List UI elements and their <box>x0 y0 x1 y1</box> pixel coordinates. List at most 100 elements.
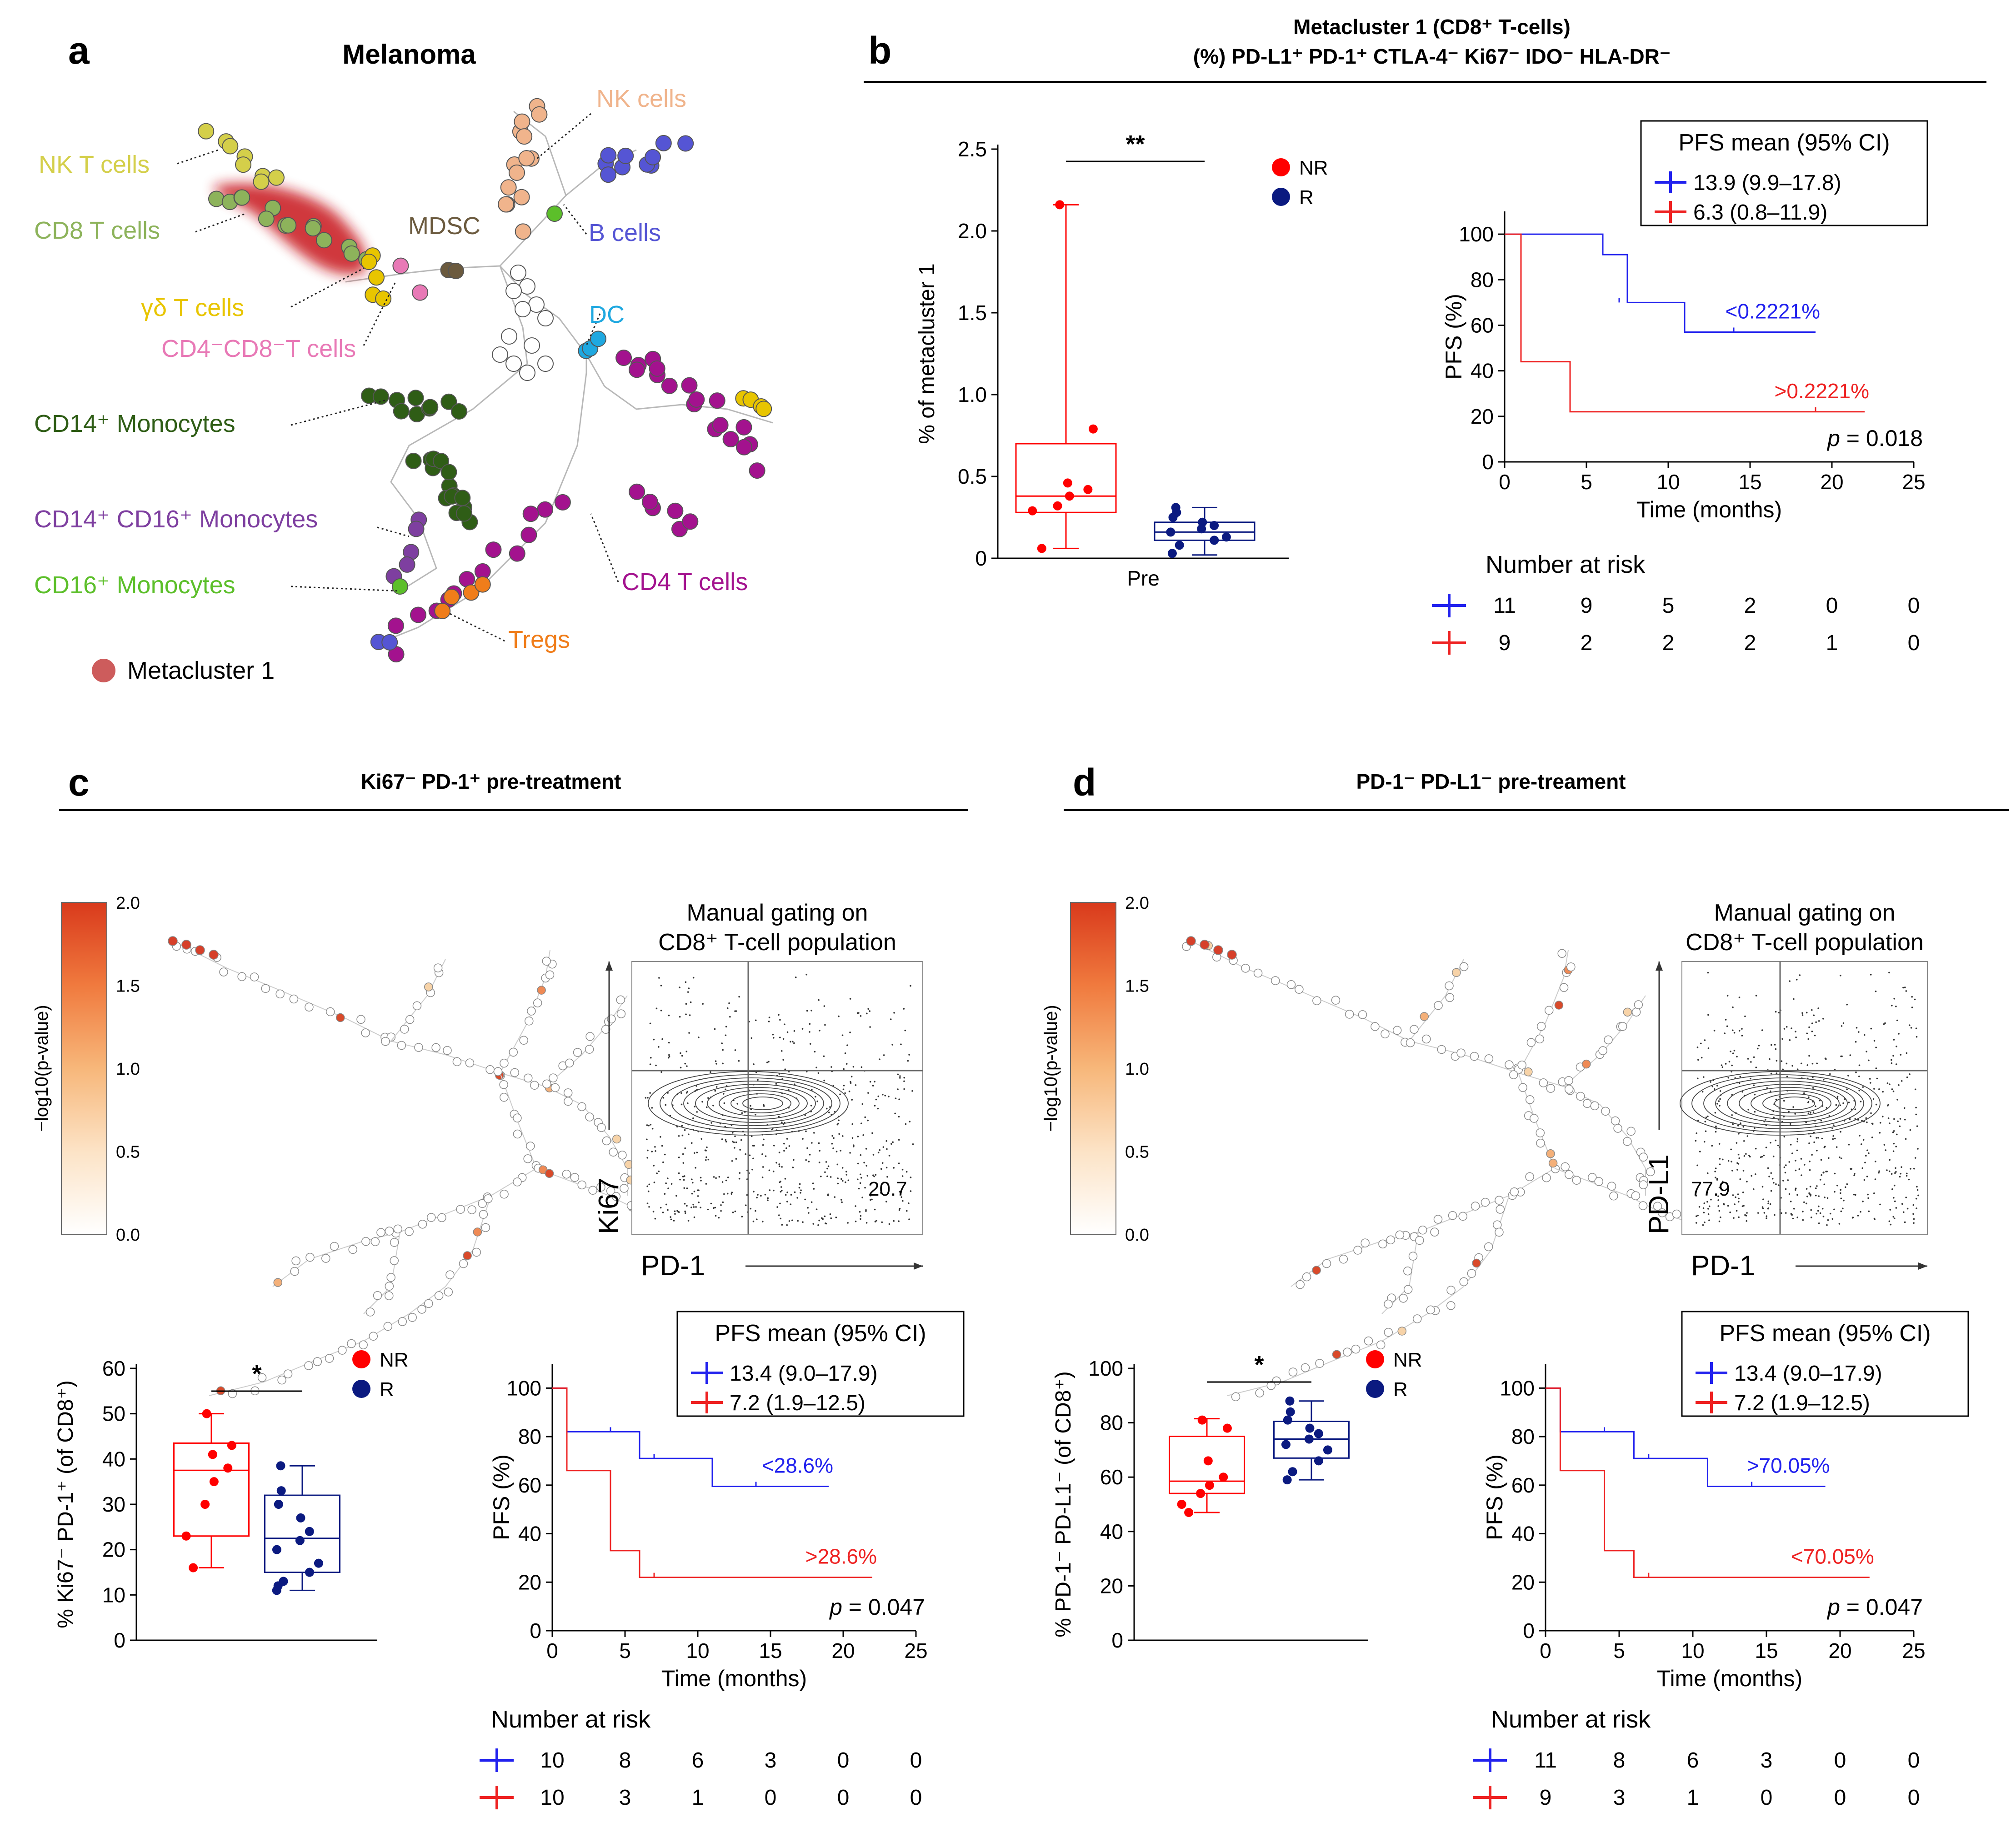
event-dot <box>707 1208 709 1211</box>
tree-node <box>1397 1327 1407 1336</box>
y-tick-label: 20 <box>1511 1570 1535 1594</box>
event-dot <box>885 1167 888 1169</box>
event-dot <box>785 1147 787 1149</box>
event-dot <box>693 1152 695 1154</box>
node-b-cells <box>617 147 634 164</box>
event-dot <box>879 1149 881 1151</box>
event-dot <box>750 1207 752 1210</box>
y-tick-label: 60 <box>518 1473 541 1497</box>
event-dot <box>814 1051 816 1053</box>
event-dot <box>1747 1108 1750 1111</box>
legend-marker <box>352 1380 370 1398</box>
event-dot <box>812 1182 814 1184</box>
tree-node <box>1618 1022 1627 1031</box>
event-dot <box>865 1148 867 1150</box>
pvalue-tree-c <box>168 936 673 1398</box>
event-dot <box>1796 1217 1799 1218</box>
event-dot <box>1854 1118 1856 1120</box>
event-dot <box>698 1037 700 1038</box>
event-dot <box>1807 1112 1810 1114</box>
tree-node <box>424 982 433 992</box>
event-dot <box>799 1183 801 1185</box>
event-dot <box>1811 1030 1813 1032</box>
event-dot <box>1818 1222 1820 1224</box>
event-dot <box>791 1219 793 1222</box>
node-nk-cells <box>516 128 533 145</box>
event-dot <box>768 1061 770 1063</box>
event-dot <box>1828 1115 1831 1117</box>
node-nk-cells <box>513 189 530 205</box>
event-dot <box>1738 997 1741 998</box>
event-dot <box>1832 1138 1834 1140</box>
tree-node <box>412 1001 422 1011</box>
event-dot <box>867 1008 869 1010</box>
event-dot <box>698 1202 700 1203</box>
event-dot <box>665 1182 667 1184</box>
event-dot <box>766 1062 768 1063</box>
event-dot <box>1724 1032 1726 1034</box>
event-dot <box>1766 1087 1768 1089</box>
event-dot <box>867 1119 869 1122</box>
y-axis-label: PFS (%) <box>1482 1454 1507 1540</box>
km-legend-title: PFS mean (95% CI) <box>1719 1320 1931 1347</box>
event-dot <box>869 1026 871 1028</box>
event-dot <box>903 1077 905 1079</box>
legend-marker <box>1272 158 1290 176</box>
event-dot <box>899 1191 900 1193</box>
event-dot <box>1793 998 1795 1000</box>
tree-node <box>397 1041 406 1050</box>
event-dot <box>668 1042 670 1044</box>
risk-count: 3 <box>619 1786 631 1810</box>
event-dot <box>1716 1103 1718 1105</box>
event-dot <box>1760 1156 1762 1158</box>
event-dot <box>859 1211 861 1213</box>
tree-node <box>400 1025 409 1034</box>
tree-node <box>1564 1085 1574 1094</box>
event-dot <box>1815 1021 1817 1023</box>
tree-node <box>1378 1239 1387 1249</box>
event-dot <box>726 1007 729 1009</box>
tree-node <box>1525 1095 1535 1104</box>
event-dot <box>662 1212 664 1213</box>
event-dot <box>908 1218 910 1220</box>
tree-node <box>289 994 299 1004</box>
event-dot <box>1895 1171 1897 1173</box>
tree-node <box>533 998 542 1007</box>
event-dot <box>706 1146 708 1148</box>
event-dot <box>1703 1212 1705 1214</box>
event-dot <box>714 1028 716 1030</box>
risk-count: 0 <box>1834 1748 1846 1773</box>
event-dot <box>1812 1111 1815 1113</box>
event-dot <box>817 1224 819 1226</box>
tree-node <box>1364 1336 1373 1346</box>
node-cd4-t-cells <box>641 494 658 511</box>
event-dot <box>662 1097 665 1099</box>
event-dot <box>905 1171 908 1173</box>
event-dot <box>865 1222 868 1224</box>
event-dot <box>888 1096 890 1097</box>
event-dot <box>1796 1149 1798 1152</box>
event-dot <box>1721 1181 1724 1182</box>
tree-node-significant <box>1186 936 1196 946</box>
tree-node <box>542 957 551 966</box>
event-dot <box>765 1155 767 1157</box>
event-dot <box>1765 1147 1767 1148</box>
event-dot <box>1893 1184 1896 1187</box>
event-dot <box>1795 1160 1796 1162</box>
tree-node <box>570 1173 580 1182</box>
event-dot <box>668 1055 670 1057</box>
tree-node <box>1434 1001 1443 1010</box>
event-dot <box>1893 1130 1895 1132</box>
p-value: = 0.018 <box>1840 426 1923 451</box>
y-tick-label: 20 <box>102 1538 125 1562</box>
metacluster-legend-label: Metacluster 1 <box>127 657 275 684</box>
colorbar-tick-label: 1.0 <box>1125 1060 1149 1079</box>
event-dot <box>841 1167 844 1169</box>
tree-node <box>1430 1227 1439 1237</box>
event-dot <box>679 1016 681 1018</box>
node-cd4-t-cells <box>554 494 571 511</box>
node-cd8-t-cells <box>258 210 275 227</box>
event-dot <box>1806 1195 1808 1197</box>
event-dot <box>713 1176 715 1178</box>
